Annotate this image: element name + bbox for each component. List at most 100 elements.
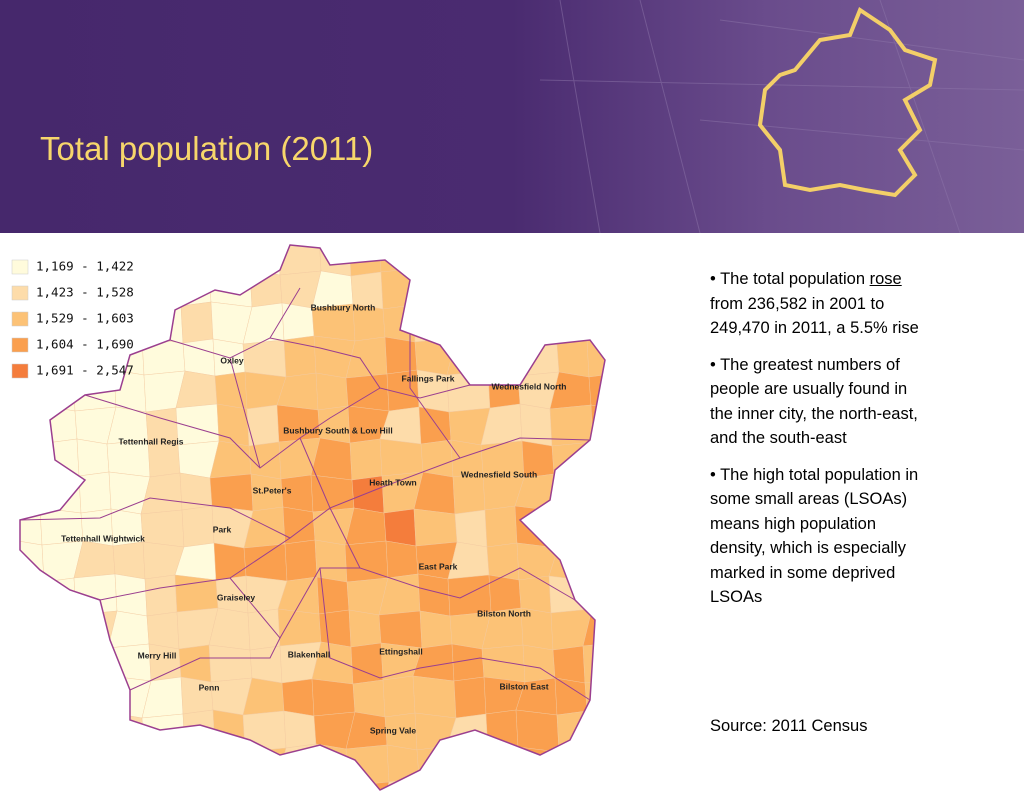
area [453,676,487,719]
area [520,245,554,275]
area [515,709,560,753]
area [76,438,110,477]
area [246,779,280,790]
area [311,678,356,717]
area [38,642,81,685]
area [446,745,491,784]
area [419,245,453,274]
bullet-text: • The high total population in some smal… [710,465,919,607]
area [74,777,117,790]
area [281,302,315,341]
area [179,472,213,511]
area [485,338,519,377]
area [249,269,283,308]
area [352,679,386,718]
area [349,438,383,481]
area [549,779,594,790]
area [554,302,588,345]
area [247,608,281,651]
area [617,304,620,341]
area [72,744,117,783]
area [586,710,605,749]
area [111,712,145,751]
legend-label: 1,604 - 1,690 [36,337,134,352]
area [45,609,79,648]
bullet: • The total population rose from 236,582… [710,267,928,341]
ward-label: Wednesfield South [461,469,537,479]
area [384,336,418,375]
area [318,245,352,277]
area [548,575,593,614]
area [247,245,281,276]
area [590,780,605,790]
bullet-list: • The total population rose from 236,582… [710,267,928,622]
area [277,245,322,276]
area [72,712,115,751]
area [248,441,282,480]
area [412,675,457,719]
area [20,609,49,648]
area [413,508,458,547]
area [249,645,283,684]
area [619,744,620,786]
source: Source: 2011 Census [710,717,868,735]
area [277,608,322,647]
ward-label: Graiseley [217,592,256,602]
area [519,403,553,447]
area [378,610,423,649]
area [141,337,186,376]
bullet-text: • The total population [710,270,870,288]
area [20,539,45,583]
area [552,645,586,684]
bullet: • The high total population in some smal… [710,463,928,610]
area [318,609,352,648]
area [454,509,488,548]
area [385,540,419,579]
map: 1,169 - 1,422 1,423 - 1,528 1,529 - 1,603 1… [11,244,620,791]
area [589,576,605,615]
area [515,301,558,345]
area [588,372,605,411]
area [182,338,216,377]
bullet-text: rose [869,270,902,288]
area [556,339,590,378]
area [517,746,560,785]
area [141,713,186,752]
ward-label: Bushbury North [311,302,376,312]
area [148,268,182,311]
area [216,779,250,790]
area [175,746,218,785]
area [618,540,620,582]
area [44,781,78,790]
area [347,781,390,790]
area [555,506,589,549]
ward-label: Ettingshall [379,646,422,656]
area [20,678,42,717]
area [175,778,220,790]
ward-label: East Park [419,561,458,571]
area [176,245,219,275]
area [146,611,180,650]
ward-label: Park [213,524,232,534]
area [448,778,491,790]
area [552,269,586,308]
area [73,573,118,616]
area [582,641,605,684]
area [617,336,620,378]
area [378,245,423,273]
area [348,245,382,277]
area [481,644,526,683]
area [46,438,80,481]
area [583,474,605,513]
area [550,245,593,276]
bullet-text: • The greatest numbers of people are usu… [710,355,918,448]
area [383,508,417,547]
area [38,679,83,718]
area [556,710,590,753]
area [40,711,83,750]
ward-label: Bilston East [499,681,548,691]
area [522,269,556,308]
area [78,471,112,514]
area [282,506,316,545]
area [209,473,254,512]
